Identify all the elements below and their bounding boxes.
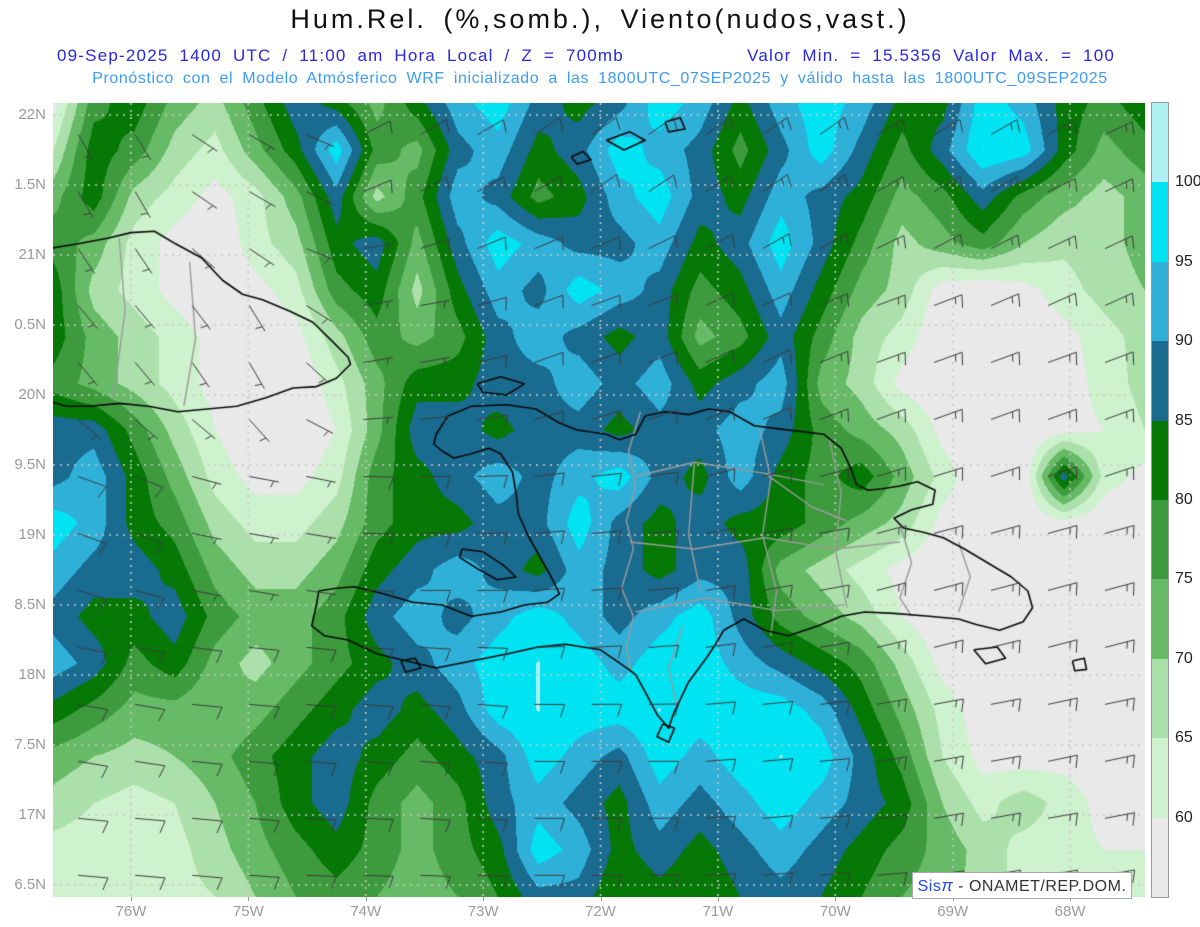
lon-axis-tick: [130, 897, 132, 901]
lat-axis-label: 1.5N: [14, 176, 46, 194]
colorbar-segment: [1152, 658, 1168, 739]
lon-axis-tick: [248, 897, 250, 901]
lat-axis-label: 18N: [18, 665, 46, 683]
lon-axis-label: 76W: [115, 903, 147, 920]
colorbar-label: 80: [1175, 491, 1193, 508]
colorbar-segment: [1152, 341, 1168, 422]
colorbar-label: 75: [1175, 570, 1193, 588]
colorbar-segment: [1152, 579, 1168, 660]
lon-axis-tick: [717, 897, 719, 901]
humidity-wind-map-canvas: [53, 103, 1145, 897]
lat-axis-label: 17N: [18, 805, 46, 823]
lat-axis-label: 19N: [18, 525, 46, 543]
lon-axis-label: 71W: [702, 903, 734, 920]
subtitle-datetime: 09-Sep-2025 1400 UTC / 11:00 am Hora Loc…: [57, 46, 624, 65]
lon-axis-tick: [1070, 897, 1072, 901]
colorbar-segment: [1152, 738, 1168, 819]
lat-axis-label: 9.5N: [14, 456, 46, 473]
lon-axis-tick: [952, 897, 954, 901]
onamet-badge: Sisπ - ONAMET/REP.DOM.: [912, 872, 1132, 899]
colorbar-label: 100: [1175, 173, 1200, 191]
badge-sis: Sis: [917, 878, 942, 895]
lon-axis-tick: [483, 897, 485, 901]
colorbar-segment: [1152, 261, 1168, 342]
colorbar-label: 65: [1175, 729, 1193, 747]
colorbar-label: 90: [1175, 332, 1193, 350]
model-info-line: Pronóstico con el Modelo Atmósferico WRF…: [92, 70, 1108, 87]
lon-axis-tick: [365, 897, 367, 901]
colorbar-segment: [1152, 500, 1168, 580]
lat-axis-label: 20N: [18, 386, 46, 403]
lon-axis-label: 68W: [1054, 903, 1086, 920]
badge-pi-icon: π: [941, 876, 954, 895]
lon-axis-tick: [600, 897, 602, 901]
lat-axis-label: 0.5N: [14, 316, 46, 334]
colorbar-label: 60: [1175, 808, 1193, 826]
lat-axis-label: 22N: [18, 106, 46, 124]
lat-axis-label: 21N: [18, 246, 46, 264]
colorbar-label: 85: [1175, 411, 1193, 429]
lon-axis-label: 75W: [232, 903, 264, 920]
colorbar-segment: [1152, 420, 1168, 501]
lat-axis-label: 6.5N: [14, 875, 46, 893]
lat-axis-label: 8.5N: [14, 595, 46, 613]
colorbar-label: 95: [1175, 252, 1193, 270]
colorbar-segment: [1152, 182, 1168, 263]
badge-org: - ONAMET/REP.DOM.: [953, 878, 1127, 895]
colorbar-label: 70: [1175, 649, 1193, 667]
page-title: Hum.Rel. (%,somb.), Viento(nudos,vast.): [290, 4, 910, 34]
colorbar-segment: [1152, 103, 1168, 183]
lon-axis-label: 73W: [467, 903, 499, 920]
lat-axis-label: 7.5N: [14, 735, 46, 753]
subtitle-row: 09-Sep-2025 1400 UTC / 11:00 am Hora Loc…: [57, 46, 1115, 66]
subtitle-minmax: Valor Min. = 15.5356 Valor Max. = 100: [747, 46, 1115, 65]
lon-axis-label: 72W: [585, 903, 616, 920]
lon-axis-label: 70W: [819, 903, 851, 920]
lon-axis-tick: [835, 897, 837, 901]
lon-axis-label: 74W: [350, 903, 382, 920]
lon-axis-label: 69W: [937, 903, 969, 920]
colorbar-segment: [1152, 817, 1168, 898]
